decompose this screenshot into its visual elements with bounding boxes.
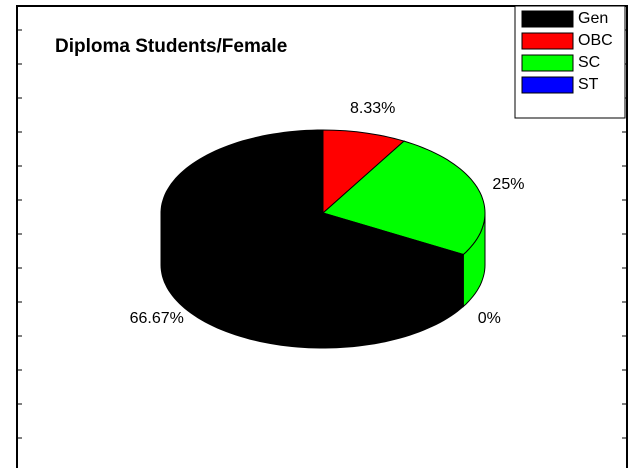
- legend-label: Gen: [578, 10, 608, 27]
- pie-slice: [322, 129, 406, 215]
- legend-label: ST: [578, 76, 599, 93]
- legend-label: SC: [578, 54, 600, 71]
- legend-swatch: [521, 10, 574, 28]
- chart-title: Diploma Students/Female: [55, 36, 287, 57]
- data-label: 25%: [492, 176, 524, 193]
- legend-label: OBC: [578, 32, 613, 49]
- pie-slice: [160, 129, 465, 297]
- legend-swatch: [521, 76, 574, 94]
- data-label: 8.33%: [350, 100, 395, 117]
- data-label: 66.67%: [130, 310, 184, 327]
- legend-swatch: [521, 32, 574, 50]
- pie-slice: [321, 140, 486, 256]
- legend-swatch: [521, 54, 574, 72]
- data-label: 0%: [478, 310, 501, 327]
